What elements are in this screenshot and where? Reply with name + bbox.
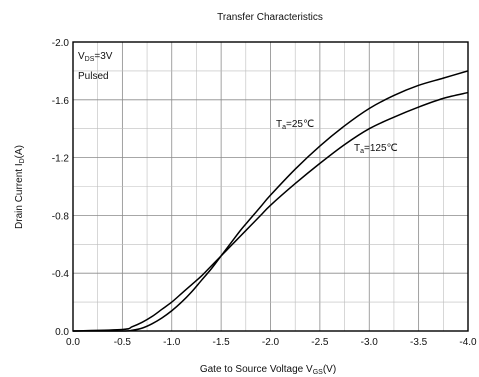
y-tick-label: -1.6 [52,96,70,107]
y-axis-label-main: Drain Current I [14,163,25,229]
x-tick-label: -0.5 [114,337,132,348]
grid-lines [73,42,468,331]
y-tick-label: 0.0 [55,327,69,338]
x-tick-label: 0.0 [66,337,80,348]
x-tick-label: -3.0 [361,337,379,348]
x-axis-label-sub: GS [313,369,323,376]
y-tick-label: -2.0 [52,38,70,49]
x-tick-label: -2.5 [311,337,329,348]
condition-label: VDS=3V [78,51,113,63]
y-axis-label-sub: D [19,158,26,163]
x-tick-labels: 0.0 -0.5 -1.0 -1.5 -2.0 -2.5 -3.0 -3.5 -4.0 [66,337,477,348]
x-tick-label: -2.0 [262,337,280,348]
condition-label: Pulsed [78,71,109,82]
plot-frame [72,41,469,332]
y-tick-labels: 0.0 -0.4 -0.8 -1.2 -1.6 -2.0 [52,38,70,338]
series-label: Ta=125℃ [354,143,398,155]
series-label: Ta=25℃ [276,119,314,131]
series-line-125c [72,91,469,332]
x-axis-label: Gate to Source Voltage VGS(V) [200,364,336,376]
x-tick-label: -4.0 [459,337,477,348]
x-tick-label: -1.5 [213,337,231,348]
series-lines [72,70,469,332]
y-tick-label: -0.8 [52,211,70,222]
test-conditions: VDS=3V Pulsed [78,51,113,82]
series-labels: Ta=25℃ Ta=125℃ [276,119,398,155]
x-axis-label-unit: (V) [323,364,336,375]
y-tick-label: -1.2 [52,154,70,165]
chart-title: Transfer Characteristics [217,12,323,23]
y-axis-label-unit: (A) [14,145,25,158]
x-axis-label-main: Gate to Source Voltage V [200,364,313,375]
series-line-25c [72,70,469,332]
x-tick-label: -3.5 [410,337,428,348]
x-tick-label: -1.0 [163,337,181,348]
y-tick-label: -0.4 [52,269,70,280]
y-axis-label: Drain Current ID(A) [14,145,26,229]
